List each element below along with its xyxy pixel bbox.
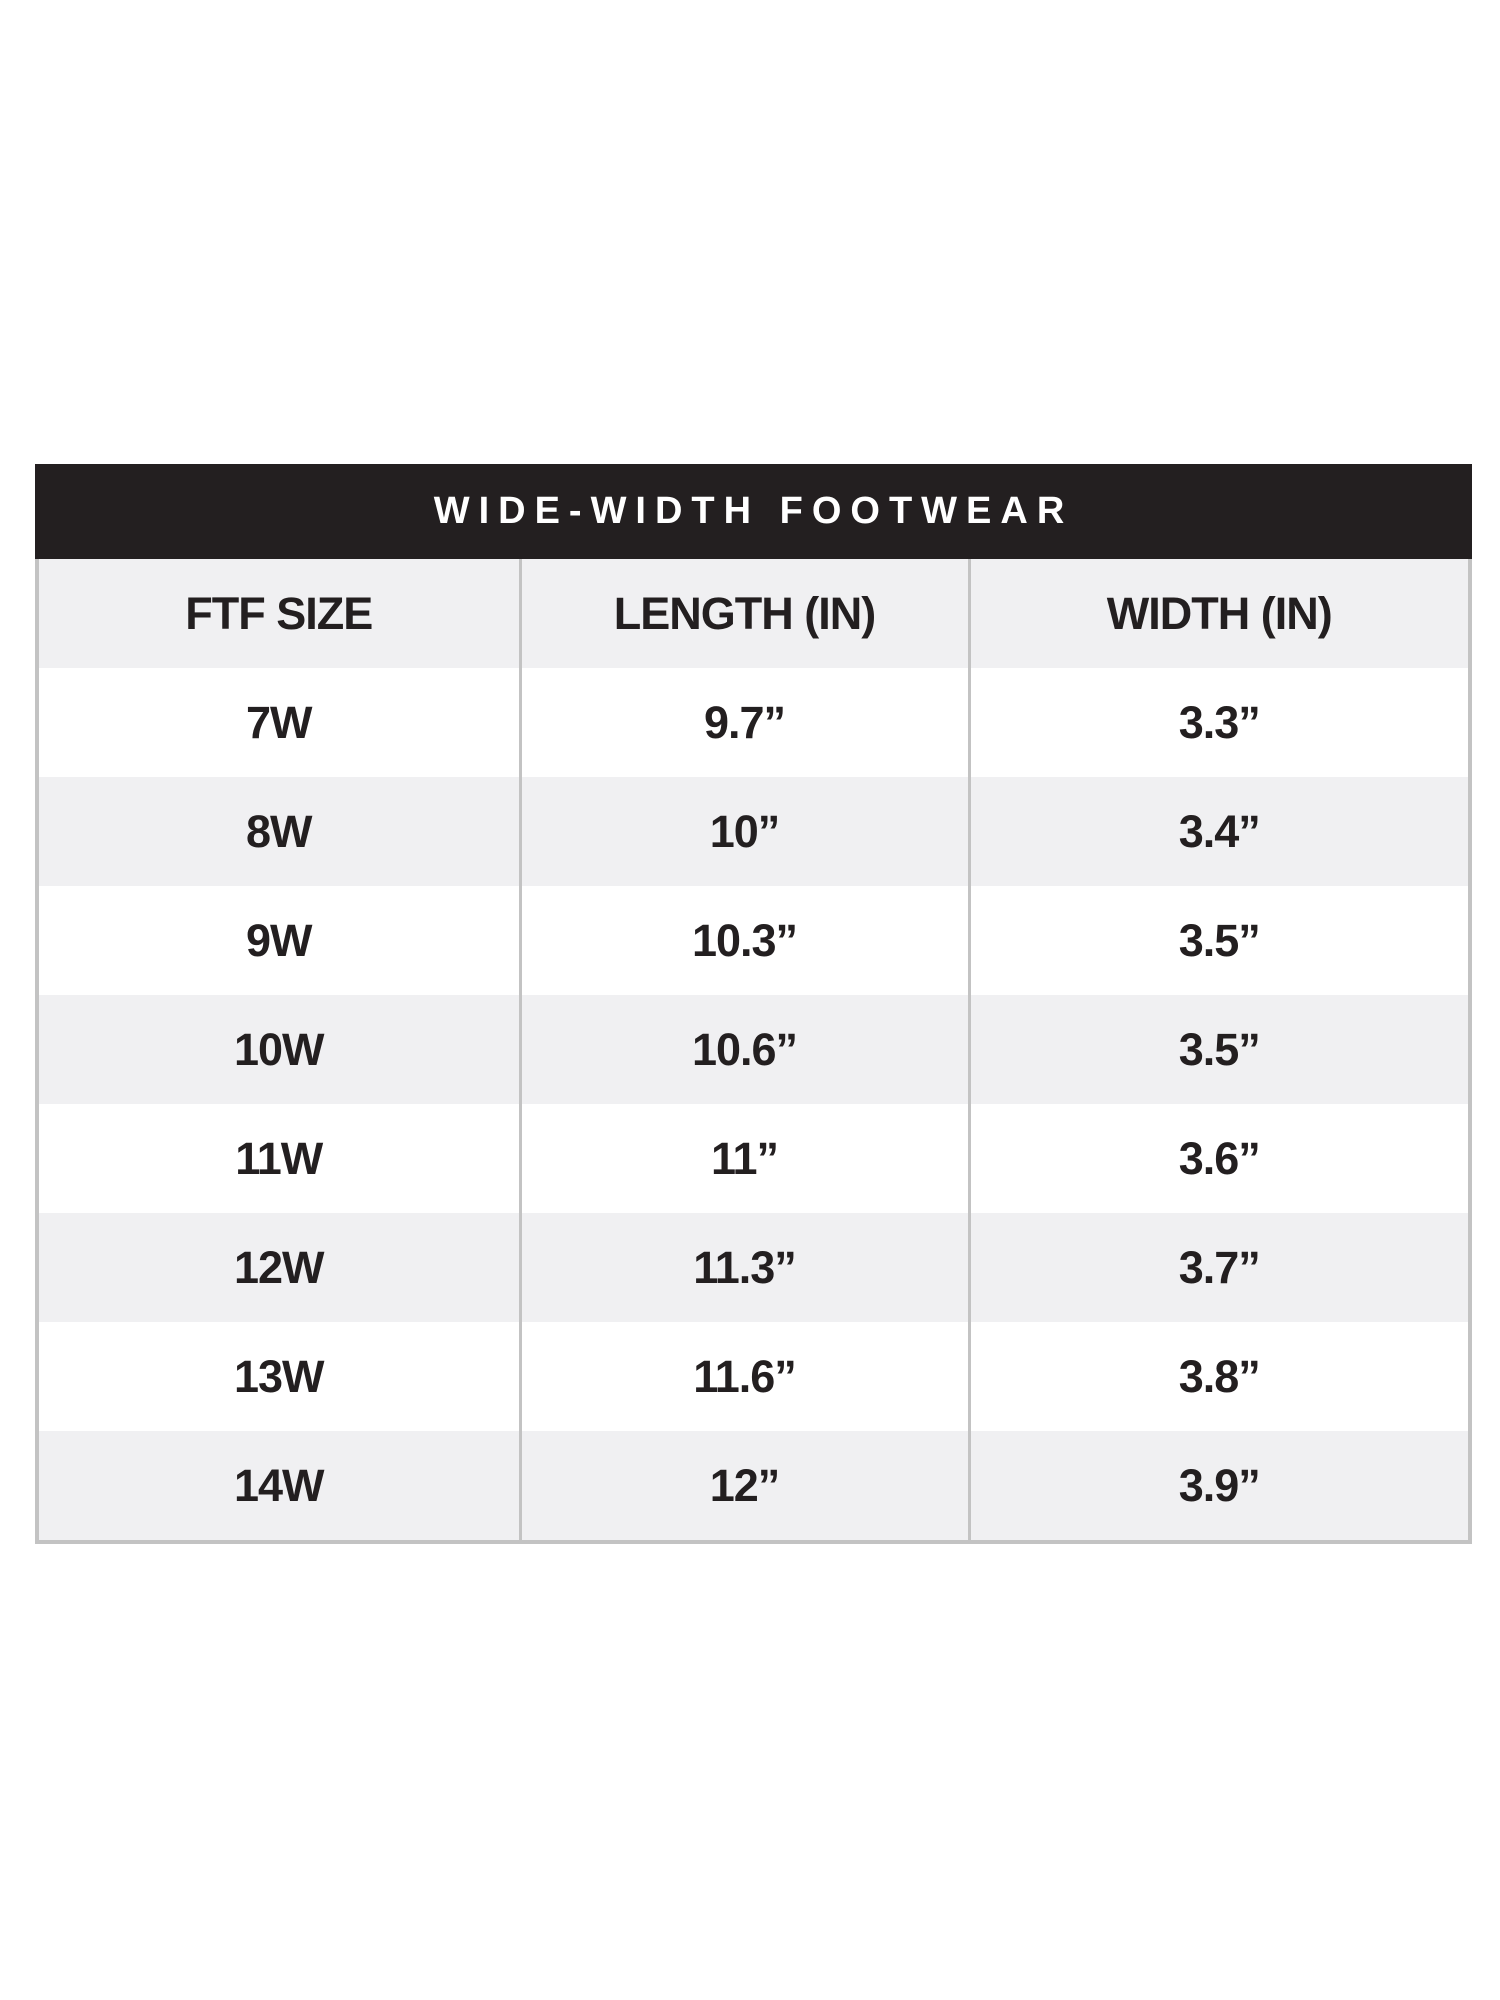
chart-title: WIDE-WIDTH FOOTWEAR <box>35 464 1472 559</box>
table-row: 9W 10.3” 3.5” <box>37 886 1470 995</box>
size-chart: WIDE-WIDTH FOOTWEAR FTF SIZE LENGTH (IN)… <box>35 464 1472 1544</box>
column-header-width: WIDTH (IN) <box>967 559 1470 668</box>
length-cell: 9.7” <box>518 668 969 777</box>
size-cell: 7W <box>37 668 520 777</box>
size-cell: 13W <box>37 1322 520 1431</box>
width-cell: 3.3” <box>967 668 1470 777</box>
table-row: 7W 9.7” 3.3” <box>37 668 1470 777</box>
table-row: 13W 11.6” 3.8” <box>37 1322 1470 1431</box>
table-row: 11W 11” 3.6” <box>37 1104 1470 1213</box>
table-row: 12W 11.3” 3.7” <box>37 1213 1470 1322</box>
size-cell: 8W <box>37 777 520 886</box>
width-cell: 3.9” <box>967 1431 1470 1542</box>
size-cell: 9W <box>37 886 520 995</box>
size-cell: 11W <box>37 1104 520 1213</box>
length-cell: 10” <box>518 777 969 886</box>
header-row: FTF SIZE LENGTH (IN) WIDTH (IN) <box>37 559 1470 668</box>
width-cell: 3.4” <box>967 777 1470 886</box>
table-row: 10W 10.6” 3.5” <box>37 995 1470 1104</box>
length-cell: 10.6” <box>518 995 969 1104</box>
length-cell: 12” <box>518 1431 969 1542</box>
table-row: 14W 12” 3.9” <box>37 1431 1470 1542</box>
length-cell: 11.3” <box>518 1213 969 1322</box>
column-header-length: LENGTH (IN) <box>518 559 969 668</box>
length-cell: 10.3” <box>518 886 969 995</box>
width-cell: 3.8” <box>967 1322 1470 1431</box>
size-cell: 12W <box>37 1213 520 1322</box>
table-row: 8W 10” 3.4” <box>37 777 1470 886</box>
length-cell: 11” <box>518 1104 969 1213</box>
width-cell: 3.5” <box>967 995 1470 1104</box>
length-cell: 11.6” <box>518 1322 969 1431</box>
size-cell: 14W <box>37 1431 520 1542</box>
width-cell: 3.7” <box>967 1213 1470 1322</box>
width-cell: 3.6” <box>967 1104 1470 1213</box>
size-table: FTF SIZE LENGTH (IN) WIDTH (IN) 7W 9.7” 3.… <box>35 559 1472 1544</box>
column-header-size: FTF SIZE <box>37 559 520 668</box>
width-cell: 3.5” <box>967 886 1470 995</box>
size-cell: 10W <box>37 995 520 1104</box>
